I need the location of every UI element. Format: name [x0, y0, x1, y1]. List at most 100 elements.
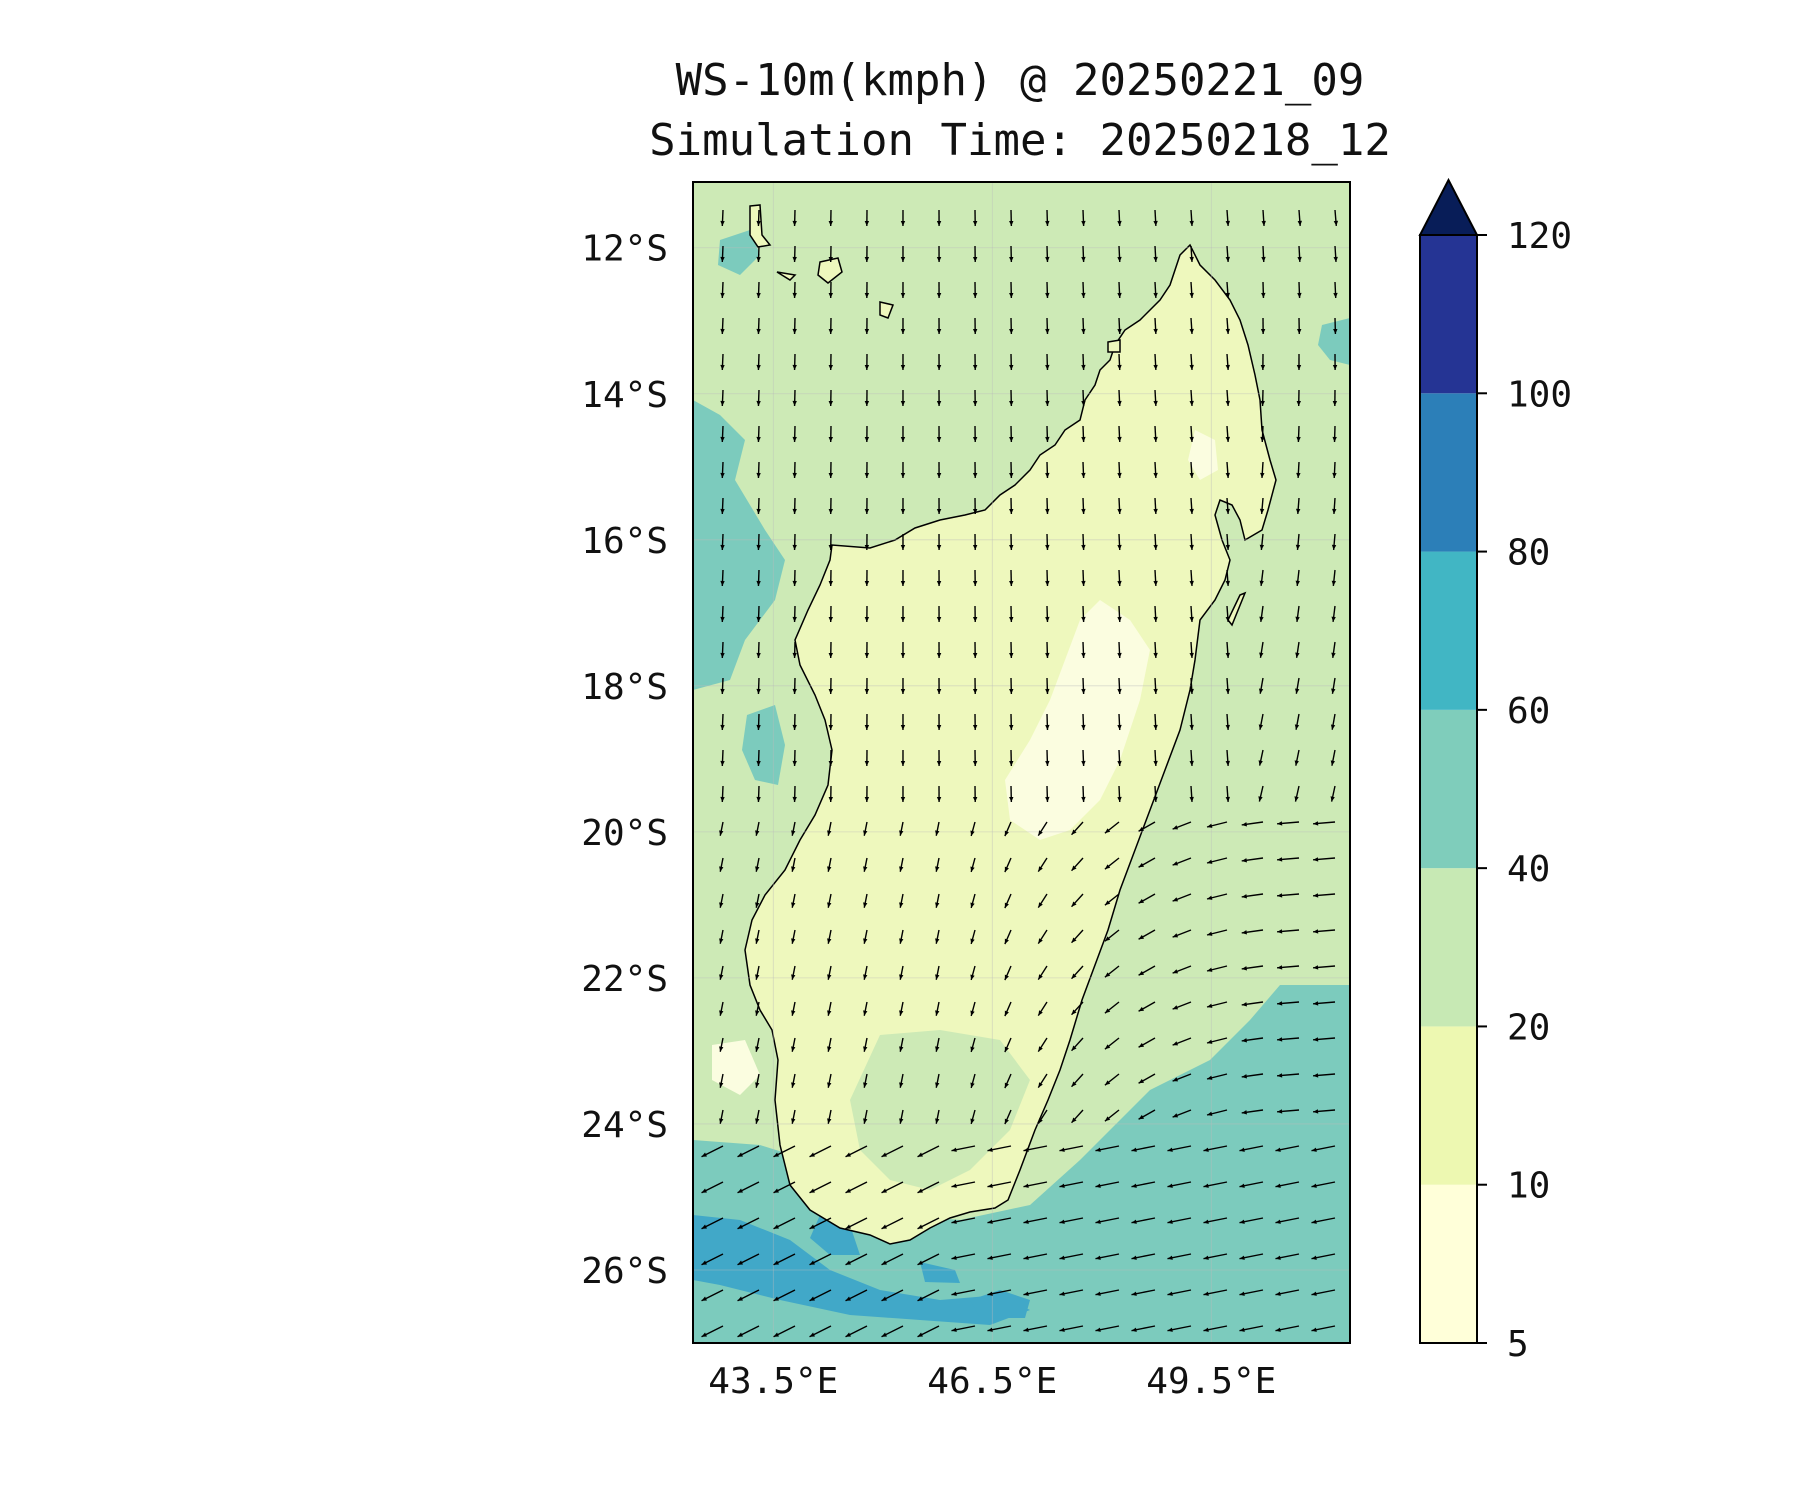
wind-arrow-head	[791, 974, 796, 980]
wind-arrow-head	[1138, 970, 1145, 976]
wind-arrow-head	[1172, 933, 1179, 938]
wind-arrow-head	[737, 1332, 743, 1337]
wind-arrow-head	[1095, 1291, 1101, 1296]
wind-arrow-head	[828, 256, 833, 262]
wind-arrow-head	[863, 1010, 868, 1016]
wind-arrow-head	[756, 364, 761, 370]
wind-arrow-head	[1117, 256, 1122, 262]
wind-arrow-head	[755, 866, 760, 872]
wind-arrow-head	[1313, 965, 1319, 970]
wind-arrow-head	[1189, 436, 1194, 442]
wind-arrow-head	[1153, 580, 1158, 586]
wind-arrow-head	[899, 1082, 904, 1088]
wind-arrow-head	[1045, 580, 1050, 586]
wind-arrow-head	[1172, 861, 1179, 866]
wind-arrow-head	[720, 508, 725, 514]
wind-arrow-head	[737, 1224, 743, 1229]
wind-arrow-head	[828, 796, 833, 802]
wind-arrow-head	[828, 652, 833, 658]
wind-arrow-head	[863, 1118, 868, 1124]
wind-arrow-head	[720, 544, 725, 550]
colorbar-segment	[1420, 868, 1477, 1027]
wind-arrow-head	[1331, 652, 1336, 658]
wind-arrow-head	[1189, 760, 1194, 766]
wind-arrow-head	[951, 1255, 957, 1260]
wind-arrow-head	[972, 256, 978, 262]
wind-arrow-head	[881, 1152, 887, 1157]
wind-arrow-head	[1045, 724, 1050, 730]
wind-arrow-head	[900, 364, 906, 370]
wind-arrow-head	[936, 436, 942, 442]
wind-arrow-head	[1117, 472, 1122, 478]
wind-arrow-head	[756, 256, 761, 262]
wind-arrow-head	[1172, 1041, 1179, 1046]
wind-arrow-head	[900, 544, 906, 550]
wind-arrow-head	[1045, 472, 1050, 478]
wind-arrow-head	[828, 220, 833, 226]
wind-arrow-head	[701, 1260, 707, 1265]
latitude-axis: 12°S 14°S 16°S 18°S 20°S 22°S 24°S 26°S	[581, 229, 668, 1292]
wind-arrow-head	[1081, 220, 1086, 226]
wind-arrow-head	[845, 1224, 851, 1229]
island-moheli	[817, 257, 843, 284]
wind-arrow-head	[1225, 508, 1230, 514]
wind-arrow-head	[1045, 364, 1050, 370]
wind-arrow-head	[1296, 472, 1301, 478]
wind-arrow-head	[864, 652, 870, 658]
wind-arrow-head	[1081, 796, 1086, 802]
wind-arrow-head	[1117, 796, 1122, 802]
wind-arrow-head	[1045, 688, 1050, 694]
wind-arrow-head	[1167, 1219, 1173, 1224]
wind-arrow-head	[1189, 508, 1194, 514]
wind-arrow-head	[1297, 292, 1302, 298]
wind-arrow-head	[701, 1296, 707, 1301]
wind-arrow-head	[1153, 508, 1158, 514]
wind-arrow-head	[1071, 865, 1077, 871]
wind-arrow-head	[1311, 1219, 1317, 1224]
wind-arrow-head	[1009, 292, 1014, 298]
wind-arrow-head	[1153, 328, 1158, 334]
colorbar: 5 10 20 40 60 80 100 120	[1418, 177, 1572, 1365]
wind-arrow-head	[1009, 796, 1014, 802]
wind-arrow-head	[1071, 901, 1077, 907]
wind-arrow-head	[1153, 400, 1158, 406]
wind-arrow-head	[1275, 1327, 1281, 1332]
wind-arrow-head	[1225, 760, 1230, 766]
wind-arrow-head	[972, 508, 978, 514]
wind-arrow-head	[899, 974, 904, 980]
wind-arrow-head	[1131, 1327, 1137, 1332]
wind-arrow-head	[900, 652, 906, 658]
island-mayotte	[749, 204, 772, 248]
wind-arrow-head	[1260, 472, 1265, 478]
wind-arrow-head	[1277, 857, 1283, 862]
wind-arrow-head	[737, 1296, 743, 1301]
wind-arrow-head	[1332, 400, 1338, 406]
wind-arrow-head	[792, 472, 797, 478]
wind-arrow-head	[1239, 1327, 1245, 1332]
wind-arrow-head	[1095, 1219, 1101, 1224]
wind-arrow-head	[756, 688, 761, 694]
wind-arrow-head	[1295, 688, 1300, 694]
wind-arrow-head	[828, 544, 833, 550]
wind-arrow-head	[1259, 652, 1264, 658]
wind-arrow-head	[1295, 544, 1301, 550]
wind-arrow-head	[1275, 1255, 1281, 1260]
wind-arrow-head	[720, 220, 725, 226]
wind-arrow-head	[845, 1296, 851, 1301]
wind-arrow-head	[1117, 688, 1122, 694]
wind-arrow-head	[1117, 436, 1122, 442]
wind-arrow-head	[773, 1188, 779, 1193]
wind-arrow-head	[1081, 292, 1086, 298]
wind-arrow-head	[1009, 400, 1014, 406]
wind-arrow-head	[1009, 580, 1014, 586]
wind-arrow-head	[1045, 508, 1050, 514]
wind-arrow-head	[1207, 895, 1213, 900]
wind-arrow-head	[1225, 796, 1230, 802]
wind-arrow-head	[827, 1046, 832, 1052]
wind-arrow-head	[1261, 220, 1266, 226]
wind-arrow-head	[1333, 292, 1338, 298]
wind-arrow-head	[1311, 1327, 1317, 1332]
wind-arrow-head	[863, 938, 868, 944]
wind-arrow-head	[1296, 328, 1302, 334]
wind-arrow-head	[1038, 1046, 1043, 1052]
